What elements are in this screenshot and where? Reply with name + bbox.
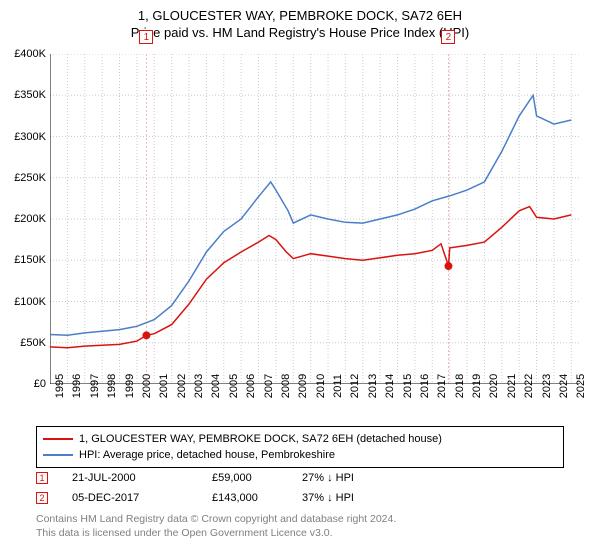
x-tick-label: 2003 xyxy=(193,374,205,398)
y-tick-label: £50K xyxy=(20,337,46,349)
y-tick-label: £100K xyxy=(14,296,46,308)
y-tick-label: £0 xyxy=(34,378,46,390)
x-tick-label: 2017 xyxy=(436,374,448,398)
sale-row: 1 21-JUL-2000£59,00027% ↓ HPI xyxy=(36,468,564,488)
y-tick-label: £250K xyxy=(14,172,46,184)
y-tick-label: £300K xyxy=(14,131,46,143)
x-tick-label: 2009 xyxy=(297,374,309,398)
title-subtitle: Price paid vs. HM Land Registry's House … xyxy=(0,25,600,40)
sale-marker-label: 2 xyxy=(441,30,455,44)
x-tick-label: 2020 xyxy=(488,374,500,398)
x-tick-label: 2004 xyxy=(210,374,222,398)
legend: 1, GLOUCESTER WAY, PEMBROKE DOCK, SA72 6… xyxy=(36,426,564,468)
y-tick-label: £400K xyxy=(14,48,46,60)
sale-marker-label: 1 xyxy=(139,30,153,44)
x-tick-label: 1997 xyxy=(89,374,101,398)
x-tick-label: 2000 xyxy=(141,374,153,398)
legend-swatch xyxy=(43,454,73,456)
footer-line1: Contains HM Land Registry data © Crown c… xyxy=(36,512,576,526)
x-tick-label: 2016 xyxy=(419,374,431,398)
sale-price: £59,000 xyxy=(212,472,302,484)
y-tick-label: £200K xyxy=(14,213,46,225)
titles: 1, GLOUCESTER WAY, PEMBROKE DOCK, SA72 6… xyxy=(0,0,600,40)
line-chart xyxy=(50,54,580,384)
legend-label: 1, GLOUCESTER WAY, PEMBROKE DOCK, SA72 6… xyxy=(79,433,442,445)
title-address: 1, GLOUCESTER WAY, PEMBROKE DOCK, SA72 6… xyxy=(0,8,600,23)
x-tick-label: 2015 xyxy=(402,374,414,398)
legend-item: 1, GLOUCESTER WAY, PEMBROKE DOCK, SA72 6… xyxy=(43,431,557,447)
x-tick-label: 1999 xyxy=(124,374,136,398)
x-tick-label: 1996 xyxy=(71,374,83,398)
x-tick-label: 2013 xyxy=(367,374,379,398)
x-tick-label: 2008 xyxy=(280,374,292,398)
sale-pct: 27% ↓ HPI xyxy=(302,472,422,484)
sale-marker-box: 1 xyxy=(36,472,48,484)
x-tick-label: 2021 xyxy=(506,374,518,398)
x-tick-label: 2001 xyxy=(158,374,170,398)
footer-attribution: Contains HM Land Registry data © Crown c… xyxy=(36,512,576,540)
y-tick-label: £350K xyxy=(14,89,46,101)
y-tick-label: £150K xyxy=(14,254,46,266)
footer-line2: This data is licensed under the Open Gov… xyxy=(36,526,576,540)
x-tick-label: 2006 xyxy=(245,374,257,398)
x-tick-label: 2023 xyxy=(541,374,553,398)
sale-date: 21-JUL-2000 xyxy=(72,472,212,484)
sale-marker-box: 2 xyxy=(36,492,48,504)
x-tick-label: 2025 xyxy=(575,374,587,398)
legend-item: HPI: Average price, detached house, Pemb… xyxy=(43,447,557,463)
x-tick-label: 2014 xyxy=(384,374,396,398)
x-tick-label: 1995 xyxy=(54,374,66,398)
sale-pct: 37% ↓ HPI xyxy=(302,492,422,504)
x-tick-label: 2018 xyxy=(454,374,466,398)
x-tick-label: 2019 xyxy=(471,374,483,398)
x-tick-label: 2022 xyxy=(523,374,535,398)
x-tick-label: 2011 xyxy=(332,374,344,398)
x-tick-label: 2002 xyxy=(176,374,188,398)
x-tick-label: 2012 xyxy=(349,374,361,398)
x-tick-label: 2010 xyxy=(315,374,327,398)
legend-label: HPI: Average price, detached house, Pemb… xyxy=(79,449,335,461)
x-tick-label: 1998 xyxy=(106,374,118,398)
x-tick-label: 2005 xyxy=(228,374,240,398)
sale-date: 05-DEC-2017 xyxy=(72,492,212,504)
legend-swatch xyxy=(43,438,73,440)
sale-row: 2 05-DEC-2017£143,00037% ↓ HPI xyxy=(36,488,564,508)
sale-price: £143,000 xyxy=(212,492,302,504)
x-tick-label: 2007 xyxy=(263,374,275,398)
chart-area: £0£50K£100K£150K£200K£250K£300K£350K£400… xyxy=(50,54,580,404)
x-tick-label: 2024 xyxy=(558,374,570,398)
sales-table: 1 21-JUL-2000£59,00027% ↓ HPI 2 05-DEC-2017… xyxy=(36,468,564,508)
chart-container: 1, GLOUCESTER WAY, PEMBROKE DOCK, SA72 6… xyxy=(0,0,600,560)
